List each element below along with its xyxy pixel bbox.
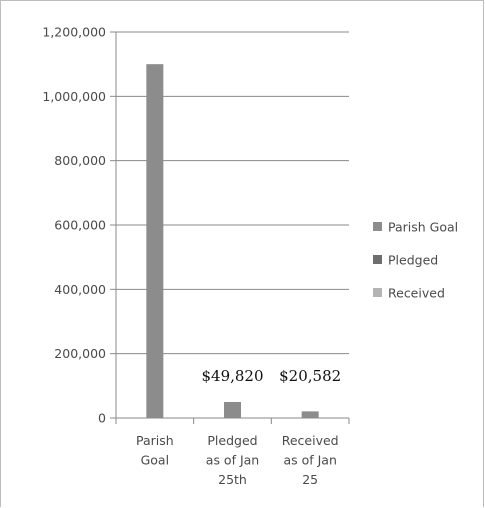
y-tick-label: 1,200,000 [42, 25, 106, 40]
y-tick-label: 800,000 [54, 153, 106, 168]
legend-entry: Pledged [388, 253, 438, 268]
x-axis: Parish Goal Pledged as of Jan 25th Received as… [115, 417, 350, 487]
y-tick-label: 600,000 [54, 218, 106, 233]
legend-swatch [373, 255, 382, 264]
data-label: $20,582 [279, 367, 341, 385]
legend-entry: Received [388, 286, 445, 301]
x-tick-label: Parish Goal [136, 433, 174, 468]
legend-swatch [373, 288, 382, 297]
x-tick-label: Pledged as of Jan 25th [206, 433, 259, 487]
x-tick-label: Received as of Jan 25 [282, 433, 339, 487]
bar [146, 64, 164, 419]
bar [301, 411, 319, 418]
bars [146, 64, 319, 419]
legend-entry: Parish Goal [388, 220, 458, 235]
y-tick-label: 0 [98, 411, 106, 426]
y-tick-label: 1,000,000 [42, 89, 106, 104]
bar [224, 401, 241, 418]
y-tick-label: 400,000 [54, 282, 106, 297]
legend: Parish Goal Pledged Received [373, 220, 458, 301]
data-label: $49,820 [201, 367, 263, 385]
y-tick-label: 200,000 [54, 346, 106, 361]
legend-swatch [373, 222, 382, 231]
data-labels: $49,820 $20,582 [201, 367, 341, 385]
y-axis: 0 200,000 400,000 600,000 800,000 1,000,000 1,… [42, 25, 117, 426]
